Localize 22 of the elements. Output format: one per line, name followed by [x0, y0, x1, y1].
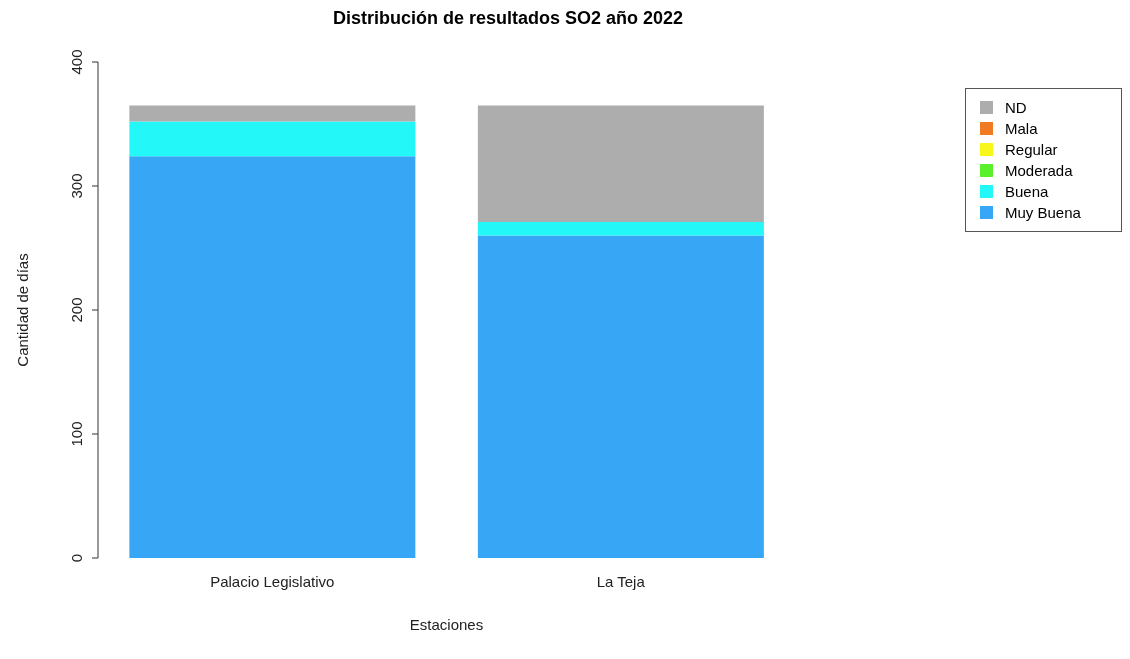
- bar: [477, 235, 764, 558]
- bar: [129, 156, 416, 558]
- bar: [129, 121, 416, 157]
- x-tick-label: La Teja: [596, 572, 646, 590]
- legend-label: Buena: [1005, 183, 1049, 200]
- legend-label: Moderada: [1005, 162, 1073, 179]
- y-tick-label: 300: [68, 173, 85, 199]
- legend-label: Muy Buena: [1005, 204, 1081, 221]
- y-tick-label: 400: [68, 49, 85, 75]
- bar: [129, 105, 416, 122]
- y-tick-label: 0: [68, 553, 85, 563]
- x-axis-title: Estaciones: [409, 616, 484, 633]
- y-axis-title: Cantidad de días: [14, 253, 32, 367]
- chart-title: Distribución de resultados SO2 año 2022: [331, 8, 685, 30]
- y-tick-label: 100: [68, 421, 85, 447]
- legend-label: Mala: [1005, 120, 1038, 137]
- legend-label: ND: [1005, 99, 1027, 116]
- bar: [477, 105, 764, 222]
- y-tick-label: 200: [68, 297, 85, 323]
- bar: [477, 221, 764, 236]
- legend-label: Regular: [1005, 141, 1058, 158]
- x-tick-label: Palacio Legislativo: [210, 572, 335, 590]
